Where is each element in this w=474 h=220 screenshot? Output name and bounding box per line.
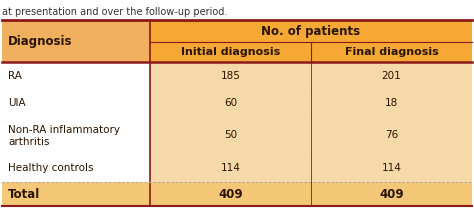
Text: 18: 18 xyxy=(385,98,398,108)
Text: at presentation and over the follow-up period.: at presentation and over the follow-up p… xyxy=(2,7,228,17)
Text: 185: 185 xyxy=(220,71,240,81)
Text: Healthy controls: Healthy controls xyxy=(8,163,93,173)
Text: Final diagnosis: Final diagnosis xyxy=(345,47,438,57)
Text: 409: 409 xyxy=(379,187,404,200)
Text: 60: 60 xyxy=(224,98,237,108)
Text: 201: 201 xyxy=(382,71,401,81)
Bar xyxy=(150,62,472,182)
Bar xyxy=(150,20,472,62)
Text: RA: RA xyxy=(8,71,22,81)
Text: 76: 76 xyxy=(385,130,398,140)
Text: Diagnosis: Diagnosis xyxy=(8,35,73,48)
Text: 50: 50 xyxy=(224,130,237,140)
Text: arthritis: arthritis xyxy=(8,137,49,147)
Text: UIA: UIA xyxy=(8,98,26,108)
Text: 409: 409 xyxy=(218,187,243,200)
Text: No. of patients: No. of patients xyxy=(262,24,361,37)
Text: Non-RA inflammatory: Non-RA inflammatory xyxy=(8,125,120,136)
Bar xyxy=(2,182,472,206)
Text: 114: 114 xyxy=(220,163,240,173)
Bar xyxy=(2,20,150,62)
Text: Total: Total xyxy=(8,187,40,200)
Text: 114: 114 xyxy=(382,163,401,173)
Text: Initial diagnosis: Initial diagnosis xyxy=(181,47,280,57)
